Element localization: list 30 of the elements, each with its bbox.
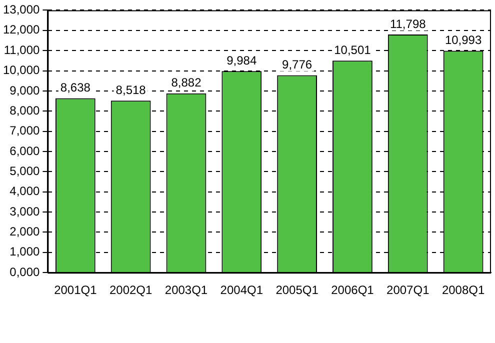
data-label: 10,501 — [334, 42, 372, 57]
data-label: 10,993 — [444, 33, 482, 48]
data-label: 8,638 — [60, 80, 91, 95]
y-tick-label: 0,000 — [10, 264, 40, 279]
y-tick-label: 13,000 — [3, 2, 40, 17]
data-label: 9,776 — [282, 58, 312, 72]
data-label: 8,882 — [171, 76, 202, 90]
data-label: 8,518 — [116, 82, 146, 97]
y-tick-label: 12,000 — [3, 22, 40, 37]
y-tick-label: 1,000 — [10, 244, 40, 259]
x-tick-label: 2007Q1 — [386, 283, 430, 298]
data-label: 11,798 — [390, 16, 426, 31]
y-tick-label: 9,000 — [10, 83, 40, 98]
y-tick-label: 4,000 — [10, 184, 40, 198]
x-tick-label: 2004Q1 — [220, 283, 264, 298]
y-tick-label: 11,000 — [4, 42, 40, 57]
x-tick-label: 2005Q1 — [276, 283, 319, 298]
x-tick-label: 2008Q1 — [442, 283, 485, 298]
y-tick-label: 3,000 — [10, 204, 40, 218]
y-tick-label: 7,000 — [10, 124, 40, 138]
data-label: 9,984 — [226, 53, 257, 68]
y-tick-label: 5,000 — [10, 164, 40, 178]
x-tick-label: 2006Q1 — [331, 283, 374, 298]
x-tick-label: 2003Q1 — [164, 283, 208, 298]
y-tick-label: 6,000 — [10, 144, 40, 158]
x-tick-label: 2002Q1 — [109, 283, 152, 298]
y-tick-label: 10,000 — [3, 63, 40, 78]
y-tick-label: 2,000 — [10, 224, 40, 239]
y-tick-label: 8,000 — [10, 103, 40, 118]
x-tick-label: 2001Q1 — [54, 283, 98, 298]
